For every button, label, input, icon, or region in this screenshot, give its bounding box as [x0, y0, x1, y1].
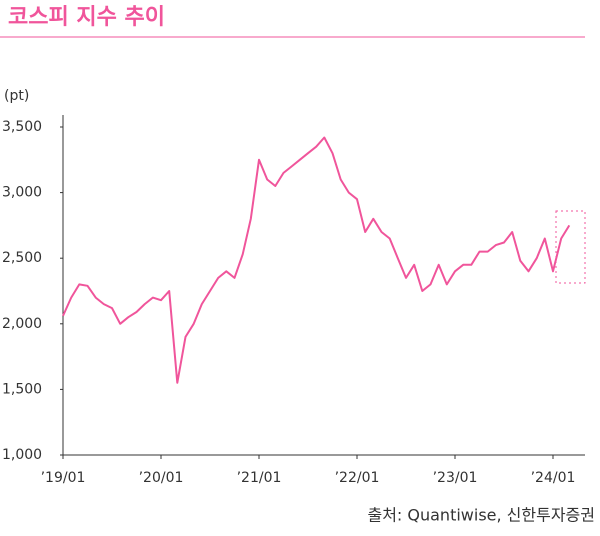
- x-tick-label: ’22/01: [335, 470, 380, 486]
- line: [62, 136, 571, 384]
- x-tick-label: ’24/01: [531, 470, 576, 486]
- x-tick-label: ’19/01: [41, 470, 86, 486]
- y-tick-label: 3,000: [2, 185, 42, 201]
- x-tick-label: ’23/01: [433, 470, 478, 486]
- y-tick-label: 2,000: [2, 316, 42, 332]
- y-tick-label: 3,500: [2, 119, 42, 135]
- source: 출처: Quantiwise, 신한투자증권: [367, 506, 595, 525]
- y-tick-label: 2,500: [2, 250, 42, 266]
- y-tick-label: 1,000: [2, 447, 42, 463]
- y-axis-label: (pt): [4, 88, 29, 104]
- chart-title: 코스피 지수 추이: [8, 5, 165, 30]
- x-tick-label: ’20/01: [139, 470, 184, 486]
- highlight-box: [555, 210, 586, 284]
- x-tick-label: ’21/01: [237, 470, 282, 486]
- y-tick-label: 1,500: [2, 381, 42, 397]
